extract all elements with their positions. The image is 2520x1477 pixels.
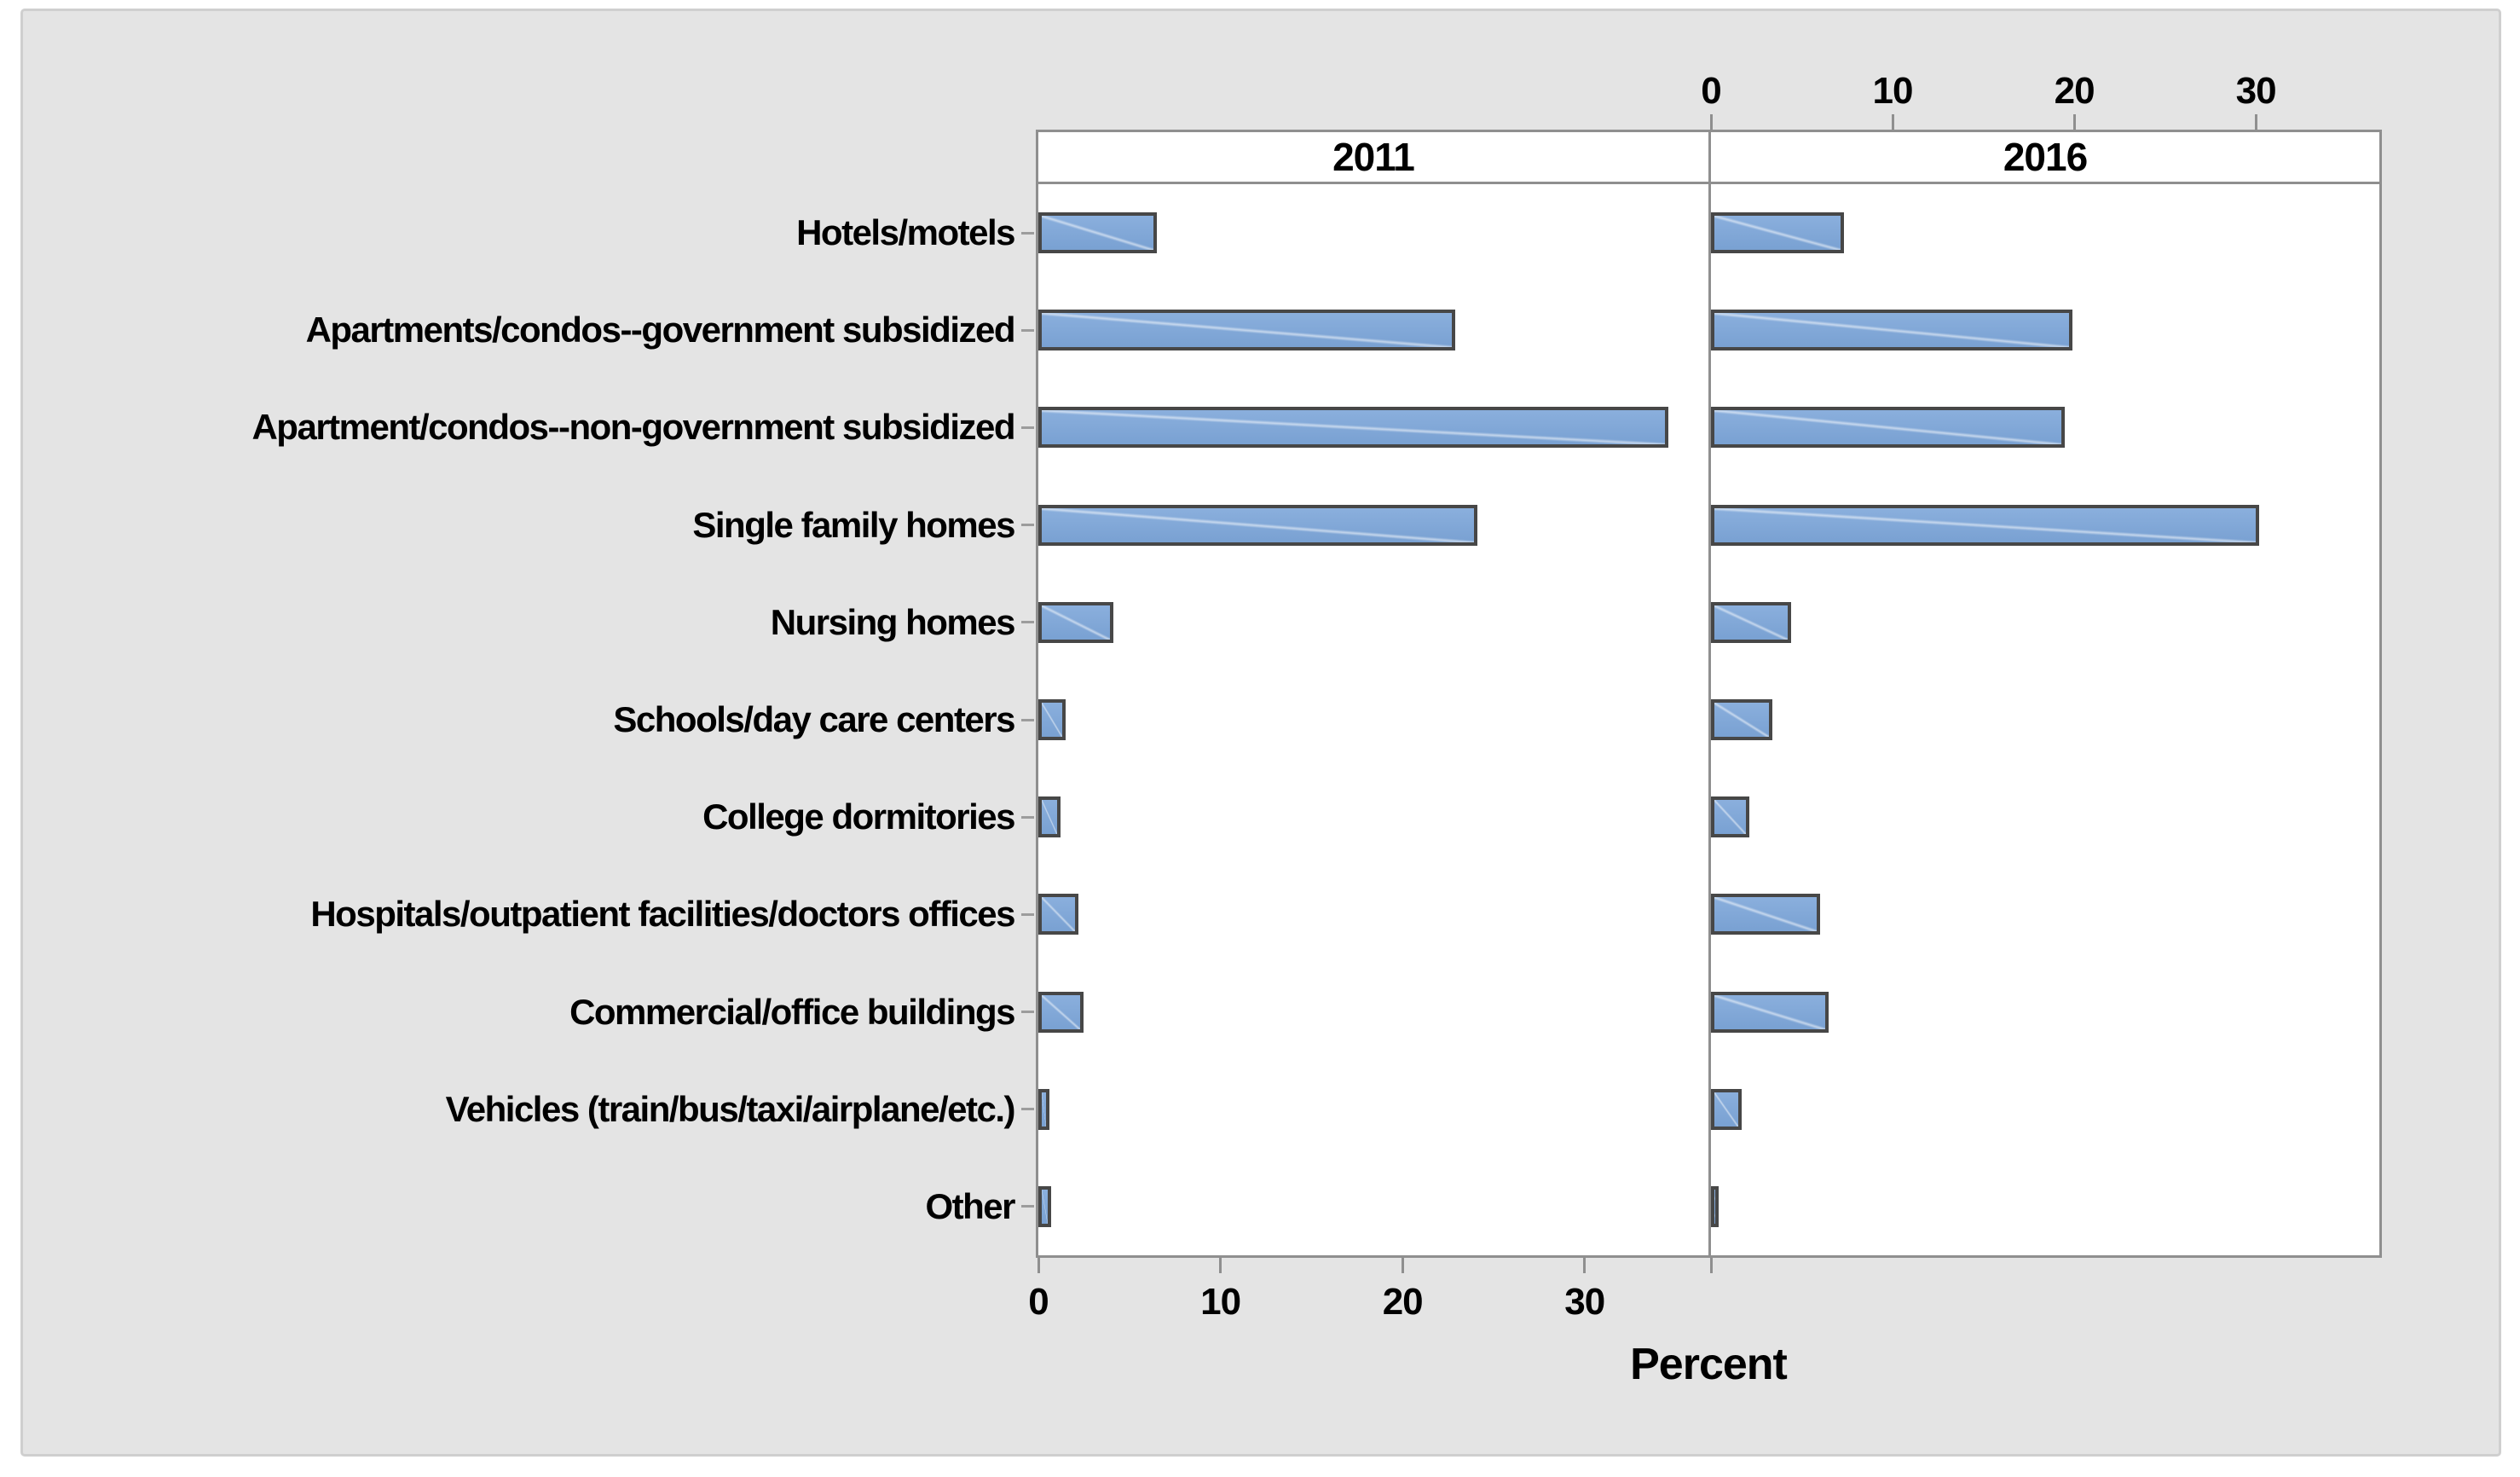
bar-2016	[1711, 601, 1791, 643]
category-tick	[1021, 426, 1034, 429]
bar-2011	[1038, 504, 1477, 546]
bar-2011	[1038, 1088, 1049, 1130]
bar-2011	[1038, 212, 1157, 254]
top-axis-tick	[1709, 114, 1713, 130]
bar-2011	[1038, 699, 1066, 740]
top-axis-tick-label: 0	[1701, 70, 1722, 112]
bar-2011	[1038, 1185, 1051, 1227]
category-label: Hotels/motels	[796, 212, 1015, 253]
panel-header-2016: 2016	[1711, 132, 2379, 184]
bar-2016	[1711, 504, 2260, 546]
bar-2016	[1711, 1088, 1743, 1130]
category-label: Vehicles (train/bus/taxi/airplane/etc.)	[445, 1088, 1016, 1129]
bottom-axis-tick	[1037, 1258, 1040, 1273]
bottom-axis-tick	[1401, 1258, 1404, 1273]
category-tick	[1021, 328, 1034, 332]
x-axis-title: Percent	[1630, 1340, 1788, 1389]
category-label: College dormitories	[702, 796, 1015, 837]
category-tick	[1021, 1108, 1034, 1111]
panel-header-2011: 2011	[1038, 132, 1708, 184]
bottom-axis-tick-label: 20	[1382, 1281, 1424, 1323]
bar-2016	[1711, 407, 2066, 449]
category-tick	[1021, 524, 1034, 527]
category-tick	[1021, 1011, 1034, 1014]
bar-2011	[1038, 991, 1084, 1033]
bar-2011	[1038, 407, 1668, 449]
category-label: Schools/day care centers	[613, 699, 1015, 739]
category-label: Hospitals/outpatient facilities/doctors …	[310, 894, 1015, 935]
category-label: Apartment/condos--non-government subsidi…	[251, 407, 1015, 448]
top-axis-tick	[2072, 114, 2076, 130]
divider-bottom-tick	[1709, 1258, 1713, 1273]
category-tick	[1021, 621, 1034, 624]
category-label: Other	[925, 1185, 1015, 1226]
panel-title-2016: 2016	[2003, 135, 2088, 179]
bar-2011	[1038, 796, 1061, 838]
bottom-axis-tick-label: 10	[1200, 1281, 1241, 1323]
category-tick	[1021, 815, 1034, 819]
top-axis-tick-label: 20	[2054, 70, 2095, 112]
bar-2016	[1711, 310, 2072, 351]
bottom-axis-tick-label: 30	[1564, 1281, 1605, 1323]
bar-2011	[1038, 894, 1078, 935]
category-label: Nursing homes	[770, 601, 1016, 642]
top-axis-tick-label: 10	[1872, 70, 1914, 112]
plot-frame: 2011 2016	[1036, 130, 2382, 1258]
bottom-axis-tick	[1583, 1258, 1587, 1273]
panel-divider-line	[1708, 132, 1711, 1255]
category-label: Commercial/office buildings	[569, 991, 1015, 1032]
bar-2011	[1038, 601, 1113, 643]
bar-2016	[1711, 894, 1820, 935]
category-tick	[1021, 231, 1034, 235]
bar-2011	[1038, 310, 1456, 351]
top-axis-tick	[1891, 114, 1894, 130]
bar-2016	[1711, 212, 1844, 254]
category-tick	[1021, 1205, 1034, 1208]
category-label: Single family homes	[692, 504, 1015, 545]
category-label: Apartments/condos--government subsidized	[305, 310, 1016, 350]
top-axis-tick	[2254, 114, 2257, 130]
panel-title-2011: 2011	[1332, 135, 1415, 179]
bar-2016	[1711, 699, 1773, 740]
bottom-axis-tick-label: 0	[1028, 1281, 1049, 1323]
category-tick	[1021, 718, 1034, 721]
bar-2016	[1711, 796, 1749, 838]
bar-2016	[1711, 1185, 1719, 1227]
category-tick	[1021, 912, 1034, 916]
top-axis-tick-label: 30	[2235, 70, 2277, 112]
bar-2016	[1711, 991, 1829, 1033]
bottom-axis-tick	[1219, 1258, 1222, 1273]
